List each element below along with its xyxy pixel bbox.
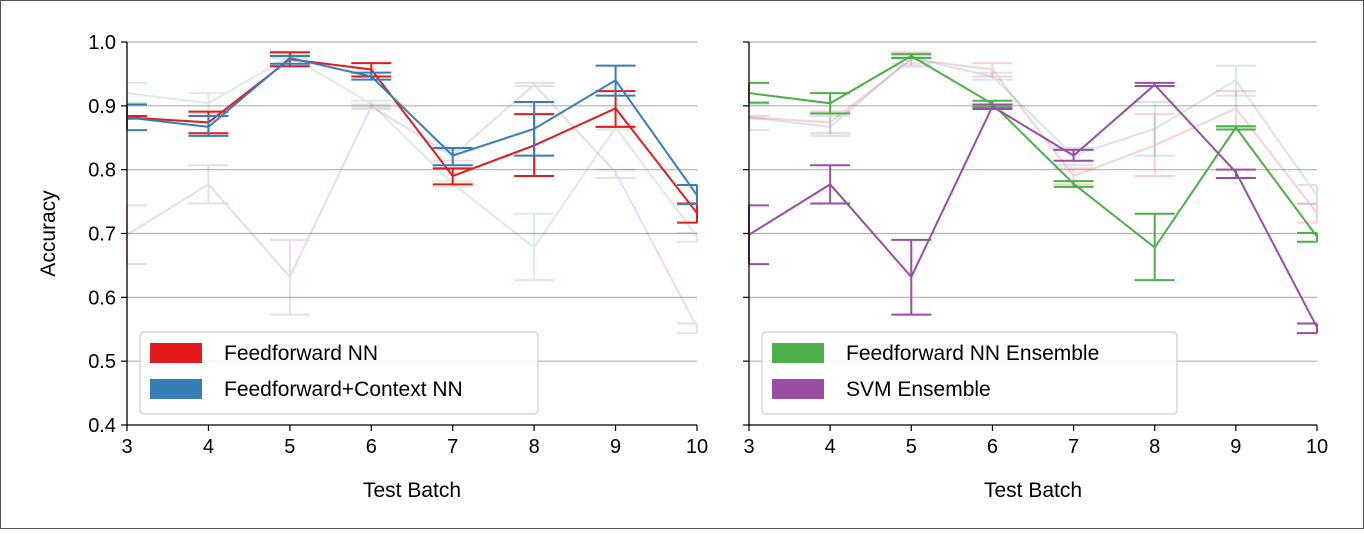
legend-label: SVM Ensemble [846,378,991,401]
y-tick-label: 0.7 [88,224,116,246]
series-line [126,56,698,196]
legend-box [139,331,539,415]
x-tick-label: 3 [743,436,754,458]
legend: Feedforward NN Feedforward+Context NN [139,331,539,415]
x-tick-label: 8 [529,436,540,458]
x-tick-label: 9 [1230,436,1241,458]
x-tick-label: 9 [610,436,621,458]
series-line [126,58,698,214]
x-tick-label: 3 [121,436,132,458]
legend-swatch [150,379,202,399]
x-tick-label: 7 [447,436,458,458]
series-line [748,58,1318,214]
series-svm-ensemble [126,81,698,335]
x-axis-label: Test Batch [363,479,461,502]
x-tick-label: 6 [987,436,998,458]
legend: Feedforward NN Ensemble SVM Ensemble [761,331,1178,415]
series-feedforward-context-nn [126,55,698,206]
series-line [748,56,1318,196]
x-tick-label: 10 [1306,436,1328,458]
x-tick-label: 5 [906,436,917,458]
y-tick-label: 0.6 [88,287,116,309]
legend-label: Feedforward NN [224,342,378,365]
series-line [748,83,1318,328]
panel-right: 3 4 5 6 7 8 9 10 Test Batch Feedforward NN Ensemb… [743,41,1328,502]
series-line [126,54,698,249]
y-tick-label: 0.4 [88,415,116,437]
legend-label: Feedforward NN Ensemble [846,342,1099,365]
legend-swatch [150,343,202,363]
x-axis-label: Test Batch [984,479,1082,502]
legend-swatch [772,379,824,399]
x-tick-label: 4 [825,436,836,458]
series-line [126,83,698,328]
y-tick-label: 1.0 [88,32,116,54]
y-tick-label: 0.8 [88,160,116,182]
series-line [748,54,1318,249]
x-tick-label: 8 [1149,436,1160,458]
x-tick-label: 10 [686,436,708,458]
x-tick-label: 7 [1068,436,1079,458]
series-feedforward-nn-ensemble [748,53,1318,282]
legend-box [761,331,1178,415]
y-tick-label: 0.5 [88,351,116,373]
x-tick-label: 4 [203,436,214,458]
y-axis-label: Accuracy [37,190,60,277]
legend-label: Feedforward+Context NN [224,378,463,401]
legend-swatch [772,343,824,363]
x-tick-label: 5 [284,436,295,458]
x-tick-label: 6 [366,436,377,458]
panel-left: 0.4 0.5 0.6 0.7 0.8 0.9 1.0 3 4 5 6 7 8 9 10 Test Batch… [37,32,708,502]
y-tick-label: 0.9 [88,96,116,118]
series-svm-ensemble [748,81,1318,335]
